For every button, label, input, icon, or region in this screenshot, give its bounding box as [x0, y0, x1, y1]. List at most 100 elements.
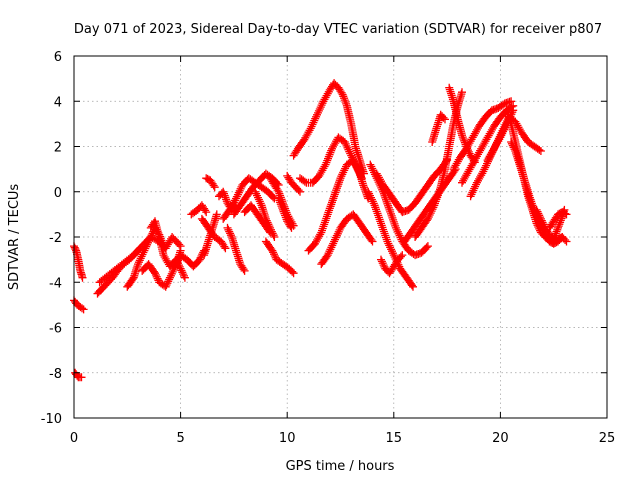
data-point-marker [317, 228, 326, 237]
series-track [172, 246, 209, 271]
data-point-marker [220, 191, 229, 200]
data-point-marker [335, 178, 344, 187]
data-point-marker [366, 160, 375, 169]
data-point-marker [350, 158, 359, 166]
data-point-marker [379, 225, 388, 234]
data-point-marker [472, 180, 480, 189]
data-point-marker [274, 187, 283, 196]
data-point-marker [367, 195, 376, 204]
data-point-marker [206, 231, 215, 240]
data-point-marker [223, 223, 232, 232]
data-point-marker [389, 215, 398, 224]
data-point-marker [536, 214, 545, 223]
y-tick-label: 6 [54, 50, 62, 65]
data-point-marker [321, 160, 330, 169]
data-point-marker [276, 200, 285, 209]
data-point-marker [311, 114, 320, 123]
data-point-marker [267, 225, 275, 234]
data-point-marker [139, 248, 148, 257]
data-point-marker [319, 222, 328, 231]
data-point-marker [430, 201, 439, 210]
data-point-marker [396, 233, 405, 242]
data-point-marker [557, 214, 566, 223]
series-track [197, 214, 230, 253]
data-point-marker [281, 213, 290, 222]
y-tick-label: -10 [41, 412, 62, 427]
data-point-marker [385, 205, 394, 214]
data-point-marker [232, 192, 241, 201]
data-point-marker [495, 135, 504, 144]
data-point-marker [276, 198, 285, 207]
series-track [95, 244, 145, 287]
data-point-marker [535, 211, 544, 220]
data-point-marker [177, 266, 186, 275]
data-point-marker [458, 88, 466, 97]
data-point-marker [79, 305, 88, 314]
data-point-marker [549, 235, 558, 244]
data-point-marker [339, 92, 348, 101]
data-point-marker [388, 213, 397, 222]
data-point-marker [326, 245, 335, 254]
data-point-marker [320, 162, 329, 171]
series-track [317, 210, 377, 269]
data-point-marker [328, 198, 336, 207]
data-point-marker [162, 281, 171, 289]
data-point-marker [441, 115, 449, 124]
data-point-marker [333, 182, 342, 191]
data-point-marker [385, 241, 394, 250]
data-point-marker [320, 218, 329, 227]
data-point-marker [318, 226, 326, 235]
data-point-marker [331, 235, 339, 244]
data-point-marker [365, 189, 374, 198]
data-point-marker [166, 271, 175, 280]
data-point-marker [265, 222, 274, 231]
data-point-marker [144, 238, 152, 247]
data-point-marker [391, 221, 400, 230]
data-point-marker [382, 195, 390, 204]
data-point-marker [378, 259, 387, 268]
data-point-marker [335, 176, 344, 185]
data-point-marker [482, 161, 491, 170]
data-point-marker [332, 231, 341, 240]
data-point-marker [340, 94, 349, 103]
data-point-marker [300, 177, 309, 186]
data-point-marker [562, 237, 571, 246]
series-track [261, 237, 298, 278]
data-point-marker [534, 209, 543, 218]
data-point-marker [562, 210, 571, 219]
data-point-marker [180, 273, 189, 282]
data-point-marker [532, 205, 541, 214]
series-track [372, 156, 452, 217]
data-point-marker [367, 236, 376, 244]
data-point-marker [134, 245, 143, 254]
data-point-marker [321, 216, 330, 225]
data-point-marker [368, 197, 377, 206]
data-point-marker [558, 233, 567, 241]
data-point-marker [424, 213, 433, 221]
data-point-marker [398, 251, 407, 260]
data-point-marker [259, 207, 268, 216]
data-point-marker [367, 193, 375, 202]
data-point-marker [425, 211, 434, 219]
data-point-marker [332, 184, 341, 193]
data-point-marker [232, 194, 240, 203]
data-point-marker [377, 255, 385, 264]
data-point-marker [372, 207, 381, 216]
data-point-marker [423, 214, 432, 223]
series-track [545, 208, 571, 232]
data-point-marker [169, 266, 178, 274]
data-point-marker [163, 279, 172, 288]
data-point-marker [235, 186, 244, 195]
data-point-marker [142, 242, 151, 251]
data-point-marker [152, 272, 161, 281]
data-point-marker [175, 240, 184, 249]
data-point-marker [178, 268, 187, 277]
data-point-marker [274, 194, 283, 203]
series-track [274, 194, 296, 232]
data-point-marker [536, 147, 545, 155]
data-point-marker [225, 227, 234, 236]
data-point-marker [466, 192, 475, 201]
data-point-marker [289, 269, 298, 278]
data-point-marker [278, 205, 287, 214]
data-point-marker [279, 207, 288, 216]
